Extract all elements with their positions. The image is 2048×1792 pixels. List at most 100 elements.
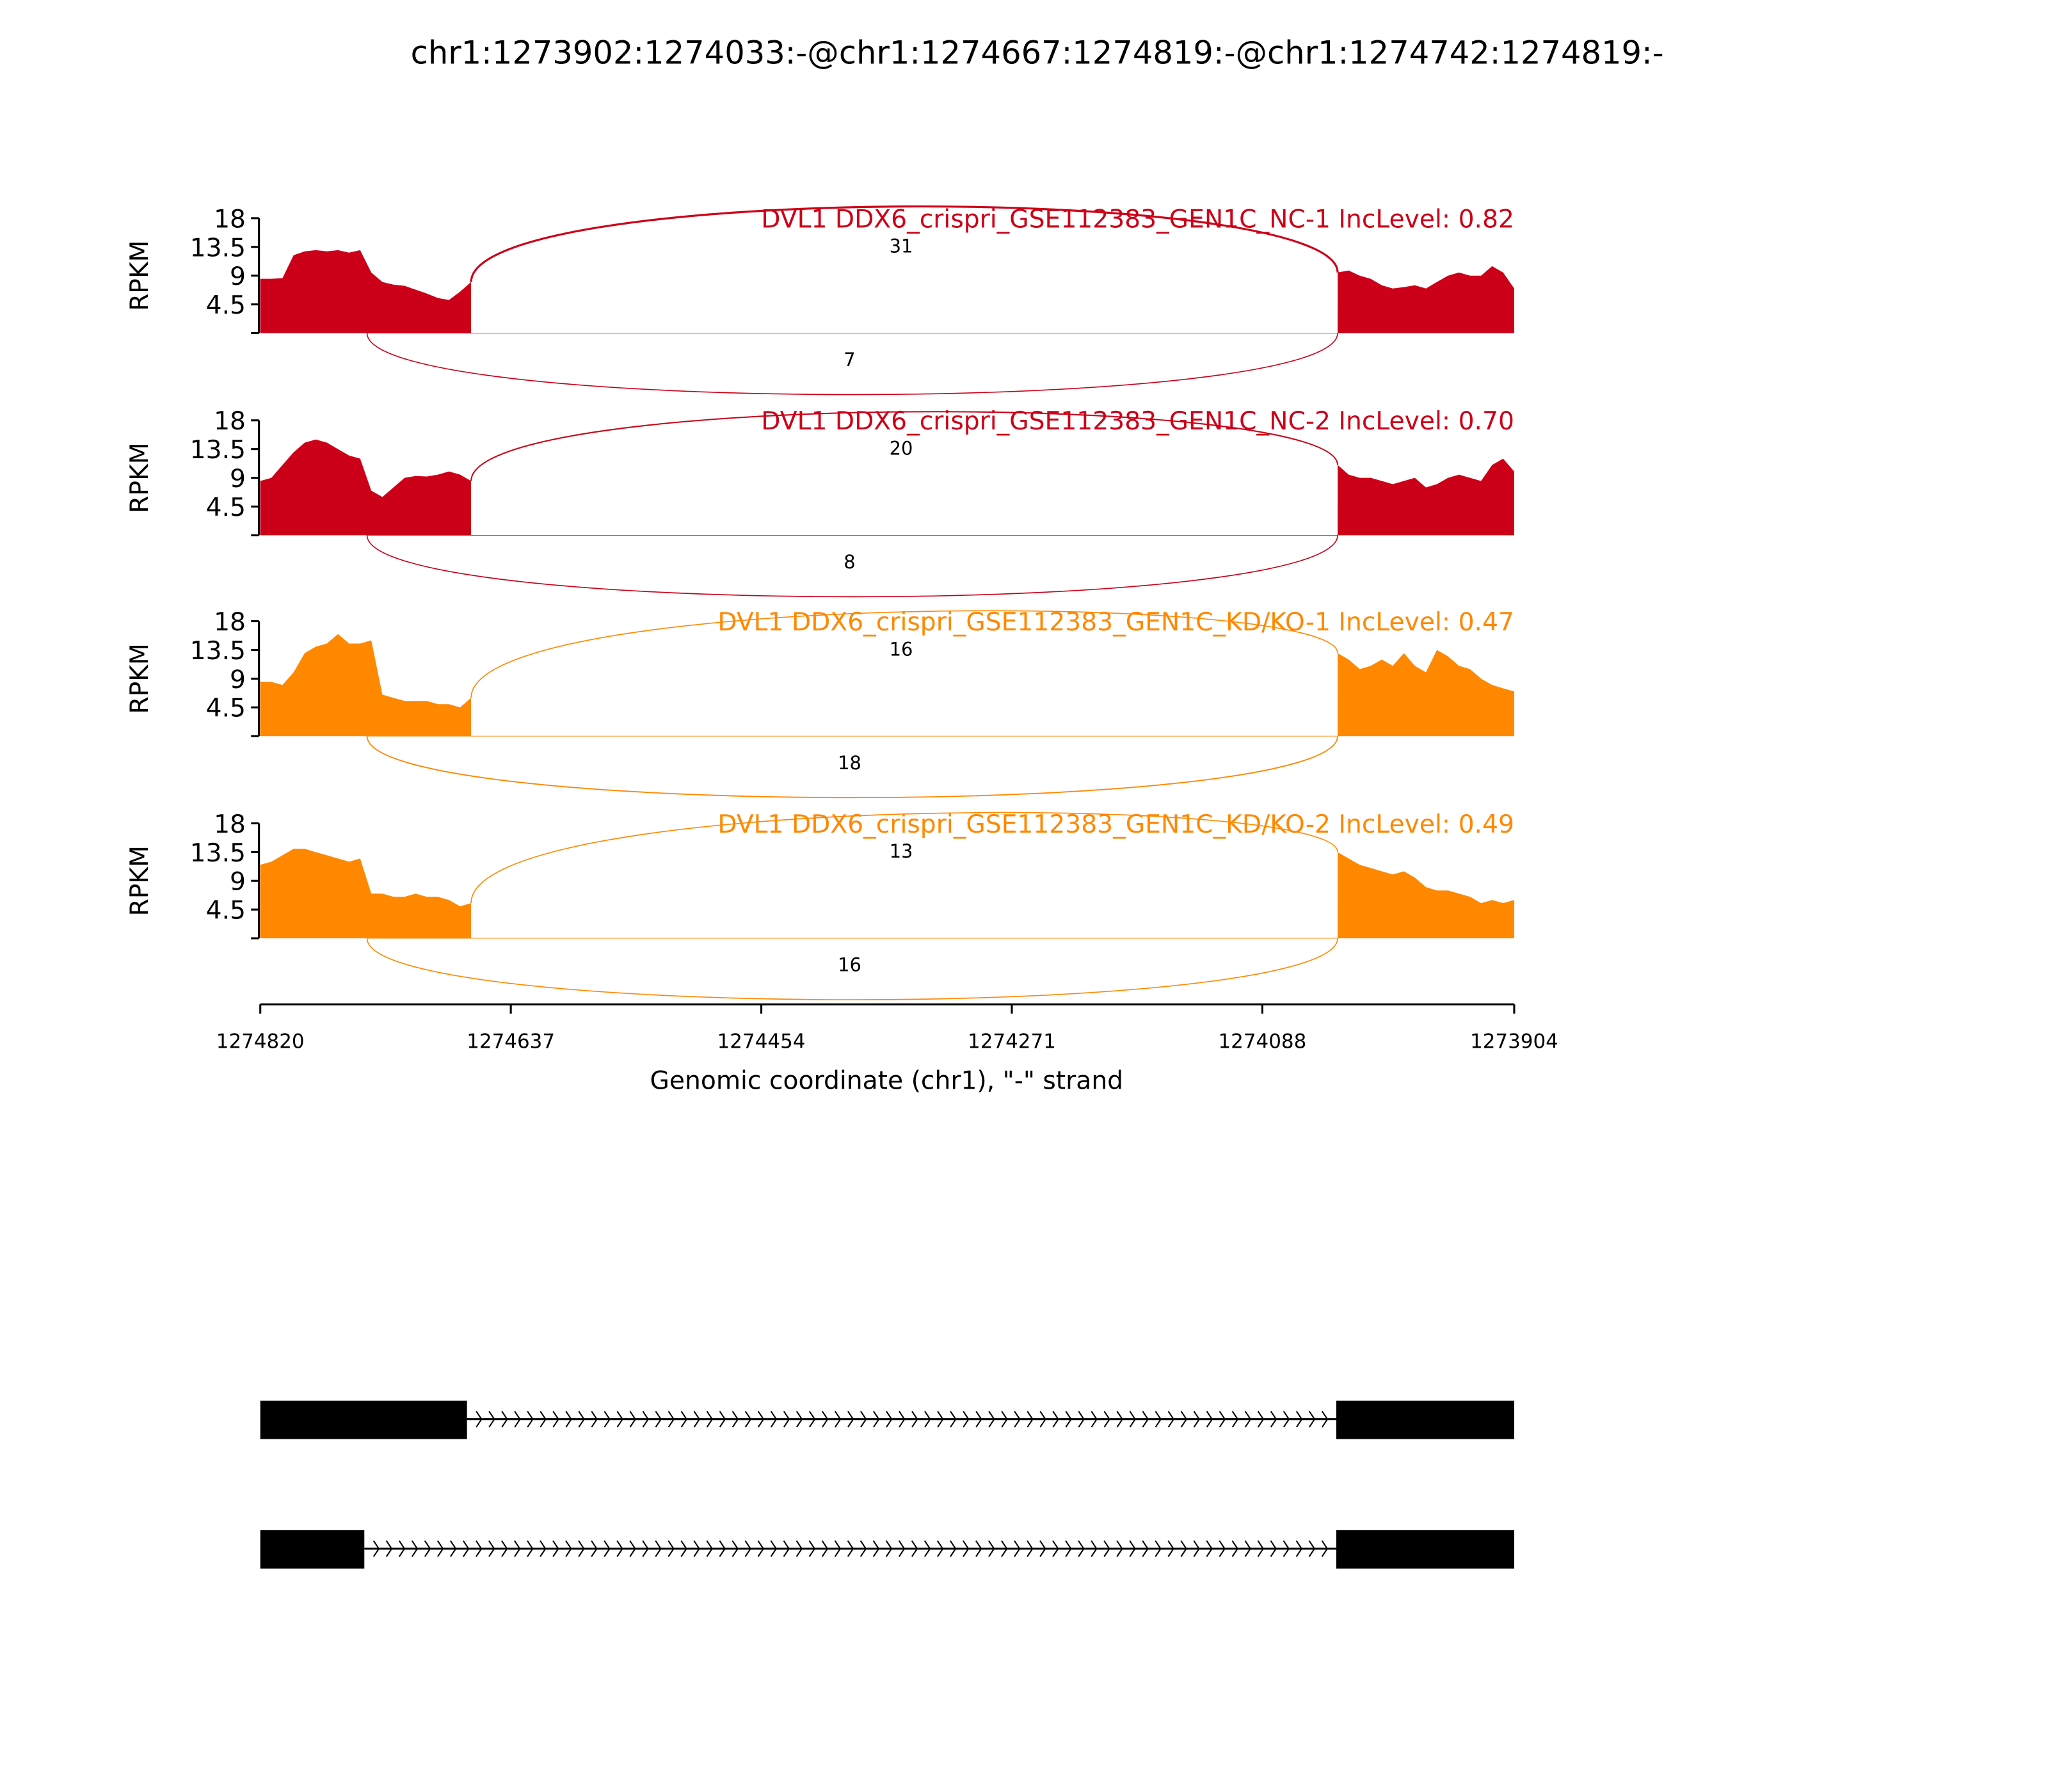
- strand-chevron-icon: [476, 1540, 483, 1557]
- strand-chevron-icon: [1193, 1540, 1200, 1557]
- strand-chevron-icon: [680, 1540, 687, 1557]
- exclusion-junction-arc: [366, 535, 1338, 598]
- exon-block: [260, 1400, 467, 1439]
- strand-chevron-icon: [821, 1540, 829, 1557]
- exon-block: [260, 1530, 365, 1569]
- strand-chevron-icon: [1244, 1411, 1252, 1428]
- strand-chevron-icon: [719, 1411, 726, 1428]
- strand-chevron-icon: [1257, 1540, 1264, 1557]
- strand-chevron-icon: [847, 1411, 854, 1428]
- strand-chevron-icon: [757, 1540, 764, 1557]
- strand-chevron-icon: [385, 1540, 393, 1557]
- exclusion-junction-arc: [366, 938, 1338, 1000]
- strand-chevron-icon: [1014, 1411, 1021, 1428]
- y-tick-label: 4.5: [206, 493, 246, 522]
- strand-chevron-icon: [1219, 1411, 1226, 1428]
- inclusion-junction-arc: [470, 812, 1338, 904]
- chart-title: chr1:1273902:1274033:-@chr1:1274667:1274…: [411, 34, 1664, 71]
- sample-label: DVL1 DDX6_crispri_GSE112383_GEN1C_NC-2 I…: [761, 407, 1514, 436]
- x-tick-label: 1274454: [717, 1030, 806, 1053]
- strand-chevron-icon: [1270, 1411, 1277, 1428]
- x-tick-label: 1273904: [1470, 1030, 1558, 1053]
- strand-chevron-icon: [552, 1540, 559, 1557]
- inclusion-junction-arc: [470, 411, 1339, 481]
- y-tick-label: 13.5: [190, 436, 246, 465]
- strand-chevron-icon: [1142, 1540, 1149, 1557]
- strand-chevron-icon: [1295, 1540, 1303, 1557]
- inclusion-junction-count: 13: [890, 840, 913, 862]
- strand-chevron-icon: [898, 1540, 906, 1557]
- strand-chevron-icon: [911, 1411, 918, 1428]
- y-tick-label: 18: [214, 407, 246, 436]
- exon-block: [1336, 1530, 1514, 1569]
- strand-chevron-icon: [1001, 1411, 1008, 1428]
- strand-chevron-icon: [501, 1540, 508, 1557]
- strand-chevron-icon: [1206, 1540, 1213, 1557]
- strand-chevron-icon: [950, 1540, 957, 1557]
- strand-chevron-icon: [424, 1540, 431, 1557]
- strand-chevron-icon: [988, 1411, 995, 1428]
- strand-chevron-icon: [540, 1540, 547, 1557]
- strand-chevron-icon: [744, 1540, 751, 1557]
- exclusion-junction-arc: [366, 333, 1338, 396]
- strand-chevron-icon: [514, 1411, 521, 1428]
- strand-chevron-icon: [1078, 1411, 1085, 1428]
- strand-chevron-icon: [488, 1411, 495, 1428]
- inclusion-junction-arc: [470, 205, 1339, 282]
- strand-chevron-icon: [604, 1411, 611, 1428]
- inclusion-junction-count: 16: [890, 638, 913, 660]
- strand-chevron-icon: [847, 1540, 854, 1557]
- y-tick-label: 4.5: [206, 291, 246, 320]
- y-tick-label: 9: [230, 262, 246, 291]
- strand-chevron-icon: [463, 1540, 470, 1557]
- strand-chevron-icon: [1142, 1411, 1149, 1428]
- strand-chevron-icon: [860, 1411, 867, 1428]
- strand-chevron-icon: [1231, 1540, 1238, 1557]
- strand-chevron-icon: [527, 1540, 534, 1557]
- strand-chevron-icon: [655, 1540, 662, 1557]
- strand-chevron-icon: [1065, 1540, 1072, 1557]
- strand-chevron-icon: [975, 1411, 982, 1428]
- strand-chevron-icon: [886, 1411, 893, 1428]
- strand-chevron-icon: [706, 1540, 713, 1557]
- strand-chevron-icon: [899, 1411, 906, 1428]
- y-axis-label: RPKM: [125, 240, 154, 310]
- strand-chevron-icon: [1027, 1540, 1034, 1557]
- strand-chevron-icon: [616, 1411, 623, 1428]
- strand-chevron-icon: [1052, 1540, 1059, 1557]
- strand-chevron-icon: [1065, 1411, 1072, 1428]
- strand-chevron-icon: [1244, 1540, 1251, 1557]
- strand-chevron-icon: [565, 1540, 572, 1557]
- y-tick-label: 13.5: [190, 234, 246, 262]
- y-tick-label: 18: [214, 810, 246, 839]
- coverage-area-right-exon: [1338, 852, 1514, 939]
- junction-label-background: [883, 436, 920, 459]
- strand-chevron-icon: [744, 1411, 752, 1428]
- junction-label-background: [883, 234, 920, 257]
- exclusion-junction-count: 8: [844, 551, 855, 573]
- strand-chevron-icon: [988, 1540, 995, 1557]
- strand-chevron-icon: [821, 1411, 829, 1428]
- strand-chevron-icon: [936, 1540, 944, 1557]
- exclusion-junction-count: 16: [838, 954, 861, 976]
- strand-chevron-icon: [757, 1411, 765, 1428]
- strand-chevron-icon: [642, 1540, 649, 1557]
- strand-chevron-icon: [693, 1411, 701, 1428]
- strand-chevron-icon: [514, 1540, 521, 1557]
- strand-chevron-icon: [950, 1411, 957, 1428]
- junction-label-background: [831, 750, 868, 773]
- y-tick-label: 9: [230, 666, 246, 694]
- strand-chevron-icon: [834, 1540, 842, 1557]
- strand-chevron-icon: [540, 1411, 547, 1428]
- inclusion-junction-count: 20: [890, 437, 913, 459]
- exclusion-junction-count: 18: [838, 752, 861, 774]
- strand-chevron-icon: [1027, 1411, 1034, 1428]
- strand-chevron-icon: [1180, 1540, 1187, 1557]
- strand-chevron-icon: [591, 1540, 598, 1557]
- strand-chevron-icon: [604, 1540, 611, 1557]
- strand-chevron-icon: [616, 1540, 623, 1557]
- strand-chevron-icon: [1103, 1411, 1110, 1428]
- y-tick-label: 4.5: [206, 897, 246, 925]
- coverage-area-left-exon: [260, 250, 472, 333]
